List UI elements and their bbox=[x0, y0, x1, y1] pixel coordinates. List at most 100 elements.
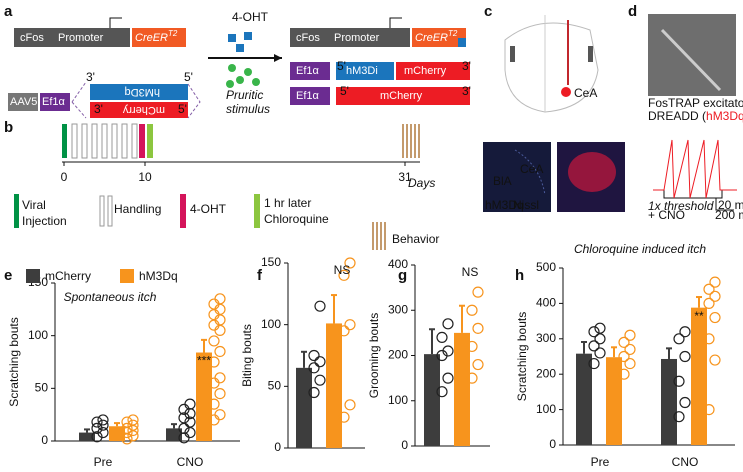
gene-box bbox=[396, 62, 470, 80]
text: 20 mV bbox=[718, 198, 743, 212]
data-point bbox=[308, 349, 320, 362]
bar bbox=[326, 323, 342, 448]
construct-right: cFos Promoter CreERT2 Ef1α hM3Di mCherry… bbox=[290, 17, 471, 105]
data-point bbox=[703, 404, 715, 416]
lox bbox=[71, 81, 201, 119]
legend-label: Behavior bbox=[392, 232, 439, 246]
legend-swatch bbox=[372, 222, 386, 250]
panel-label: e bbox=[4, 267, 12, 284]
data-point bbox=[314, 356, 326, 368]
data-point bbox=[618, 368, 630, 380]
bar bbox=[296, 367, 312, 448]
timeline: Days 0 10 31 Viral Injection Handling 4-OHT 1 h… bbox=[14, 123, 439, 250]
text: DREADD (hM3Dq) bbox=[648, 109, 743, 123]
text: hM3Di bbox=[346, 65, 378, 77]
text: hM3Dq bbox=[125, 86, 160, 98]
legend-label: Handling bbox=[114, 202, 161, 216]
text: mCherry bbox=[380, 90, 423, 102]
y-tick-label: 100 bbox=[536, 402, 556, 416]
data-point bbox=[594, 347, 606, 359]
text: 5' bbox=[337, 59, 346, 73]
bar bbox=[661, 358, 677, 445]
panel-label: d bbox=[628, 3, 637, 20]
legend-label: 1 hr later bbox=[264, 196, 311, 210]
data-point bbox=[436, 331, 448, 343]
x-tick-label: CNO bbox=[672, 455, 699, 469]
legend-swatch bbox=[254, 194, 260, 228]
data-point bbox=[97, 426, 109, 439]
data-point bbox=[121, 416, 133, 428]
ef1a-box bbox=[290, 62, 330, 80]
legend-swatch bbox=[99, 195, 105, 227]
text: 4-OHT bbox=[232, 10, 269, 24]
cannula bbox=[588, 46, 593, 62]
panel-label: h bbox=[515, 267, 524, 284]
data-point bbox=[679, 326, 691, 338]
y-tick-label: 200 bbox=[536, 366, 556, 380]
y-tick-label: 150 bbox=[261, 255, 281, 269]
x-tick-label: Pre bbox=[591, 455, 610, 469]
data-point bbox=[673, 333, 685, 345]
site bbox=[561, 87, 571, 97]
panel-label: a bbox=[4, 3, 13, 20]
data-point bbox=[624, 343, 636, 356]
gene-box bbox=[458, 38, 466, 47]
text: 5' bbox=[184, 70, 193, 84]
gene-box bbox=[90, 102, 188, 118]
tick-label: 31 bbox=[398, 170, 412, 184]
data-point bbox=[214, 314, 226, 326]
data-point bbox=[178, 412, 190, 424]
data-point bbox=[588, 357, 600, 370]
data-point bbox=[709, 290, 721, 302]
y-axis-label: Scratching bouts bbox=[515, 312, 529, 401]
text: CreERT2 bbox=[415, 29, 458, 44]
data-point bbox=[208, 356, 220, 368]
data-point bbox=[91, 416, 103, 428]
bar bbox=[79, 432, 95, 441]
arrow bbox=[389, 17, 402, 28]
y-tick-label: 200 bbox=[388, 348, 408, 362]
text: CeA bbox=[520, 162, 543, 176]
ef1a-box bbox=[290, 87, 330, 105]
data-point bbox=[594, 333, 606, 345]
y-tick-label: 50 bbox=[35, 381, 49, 395]
legend-swatch bbox=[180, 194, 186, 228]
y-tick-label: 100 bbox=[28, 328, 48, 342]
gene-box bbox=[90, 84, 188, 100]
data-point bbox=[679, 396, 691, 409]
bar bbox=[576, 353, 592, 445]
y-tick-label: 0 bbox=[549, 437, 556, 451]
legend-label: Chloroquine bbox=[264, 212, 329, 226]
text: Pruritic bbox=[226, 88, 263, 102]
y-tick-label: 500 bbox=[536, 260, 556, 274]
data-point bbox=[344, 399, 356, 411]
data-point bbox=[442, 345, 454, 357]
legend-label: Injection bbox=[22, 214, 67, 228]
promoter-box bbox=[290, 28, 410, 47]
text: cFos bbox=[296, 32, 320, 44]
data-point bbox=[97, 419, 109, 431]
data-point bbox=[338, 269, 350, 281]
text: Nissl bbox=[513, 198, 539, 212]
image bbox=[568, 152, 616, 192]
data-point bbox=[709, 354, 721, 366]
text: 3' bbox=[94, 102, 103, 116]
data-point bbox=[624, 329, 636, 341]
data-point bbox=[472, 358, 484, 371]
annotation: ** bbox=[694, 309, 704, 323]
data-point bbox=[214, 303, 226, 315]
bar bbox=[139, 124, 145, 158]
text: 3' bbox=[86, 70, 95, 84]
text: Ef1α bbox=[296, 90, 320, 102]
data-point bbox=[91, 431, 103, 443]
data-point bbox=[208, 309, 220, 321]
gene-box bbox=[412, 28, 466, 47]
text: Days bbox=[408, 176, 435, 190]
panel-label: f bbox=[257, 267, 263, 284]
data-point bbox=[208, 398, 220, 410]
legend-label: hM3Dq bbox=[139, 269, 178, 283]
data-point bbox=[442, 372, 454, 384]
bar bbox=[691, 307, 707, 445]
arrow bbox=[109, 17, 122, 28]
text: cFos bbox=[20, 32, 44, 44]
